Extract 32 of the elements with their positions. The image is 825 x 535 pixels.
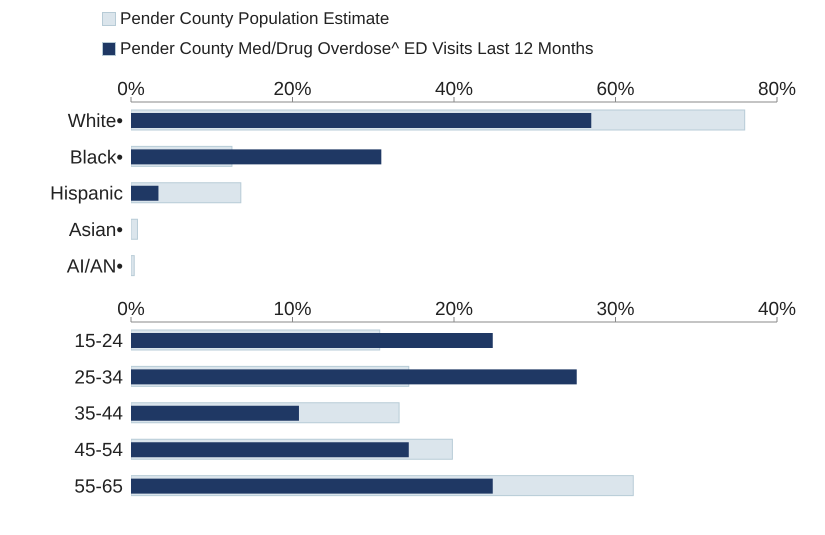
bar	[131, 478, 493, 494]
bar	[131, 186, 158, 201]
x-tick-label: 40%	[434, 79, 474, 100]
x-tick-label: 40%	[758, 299, 796, 320]
x-tick-label: 80%	[758, 79, 796, 100]
x-tick-label: 0%	[117, 299, 145, 320]
x-tick-label: 20%	[273, 79, 312, 100]
bar	[131, 113, 592, 128]
x-tick-label: 60%	[596, 79, 635, 100]
bar	[131, 255, 135, 276]
bar	[131, 442, 409, 458]
legend-label: Pender County Population Estimate	[120, 9, 390, 29]
x-tick-label: 20%	[434, 299, 474, 320]
x-tick-label: 0%	[117, 79, 145, 100]
bar	[131, 406, 299, 421]
y-tick-label: Hispanic	[50, 184, 123, 205]
y-tick-label: 45-54	[74, 440, 124, 462]
bar	[131, 149, 382, 164]
y-tick-label: Black•	[70, 147, 123, 168]
y-tick-label: White•	[68, 110, 123, 132]
y-tick-label: 35-44	[74, 404, 124, 425]
legend-label: Pender County Med/Drug Overdose^ ED Visits Last 12 Months	[120, 39, 594, 59]
bar	[131, 333, 493, 348]
x-tick-label: 30%	[596, 299, 635, 320]
bar	[131, 369, 577, 384]
y-tick-label: Asian•	[68, 220, 123, 242]
y-tick-label: 55-65	[74, 476, 123, 498]
x-tick-label: 10%	[273, 299, 312, 320]
y-tick-label: AI/AN•	[66, 256, 123, 278]
bar	[131, 218, 138, 240]
y-tick-label: 25-34	[74, 367, 124, 388]
y-tick-label: 15-24	[74, 330, 124, 352]
